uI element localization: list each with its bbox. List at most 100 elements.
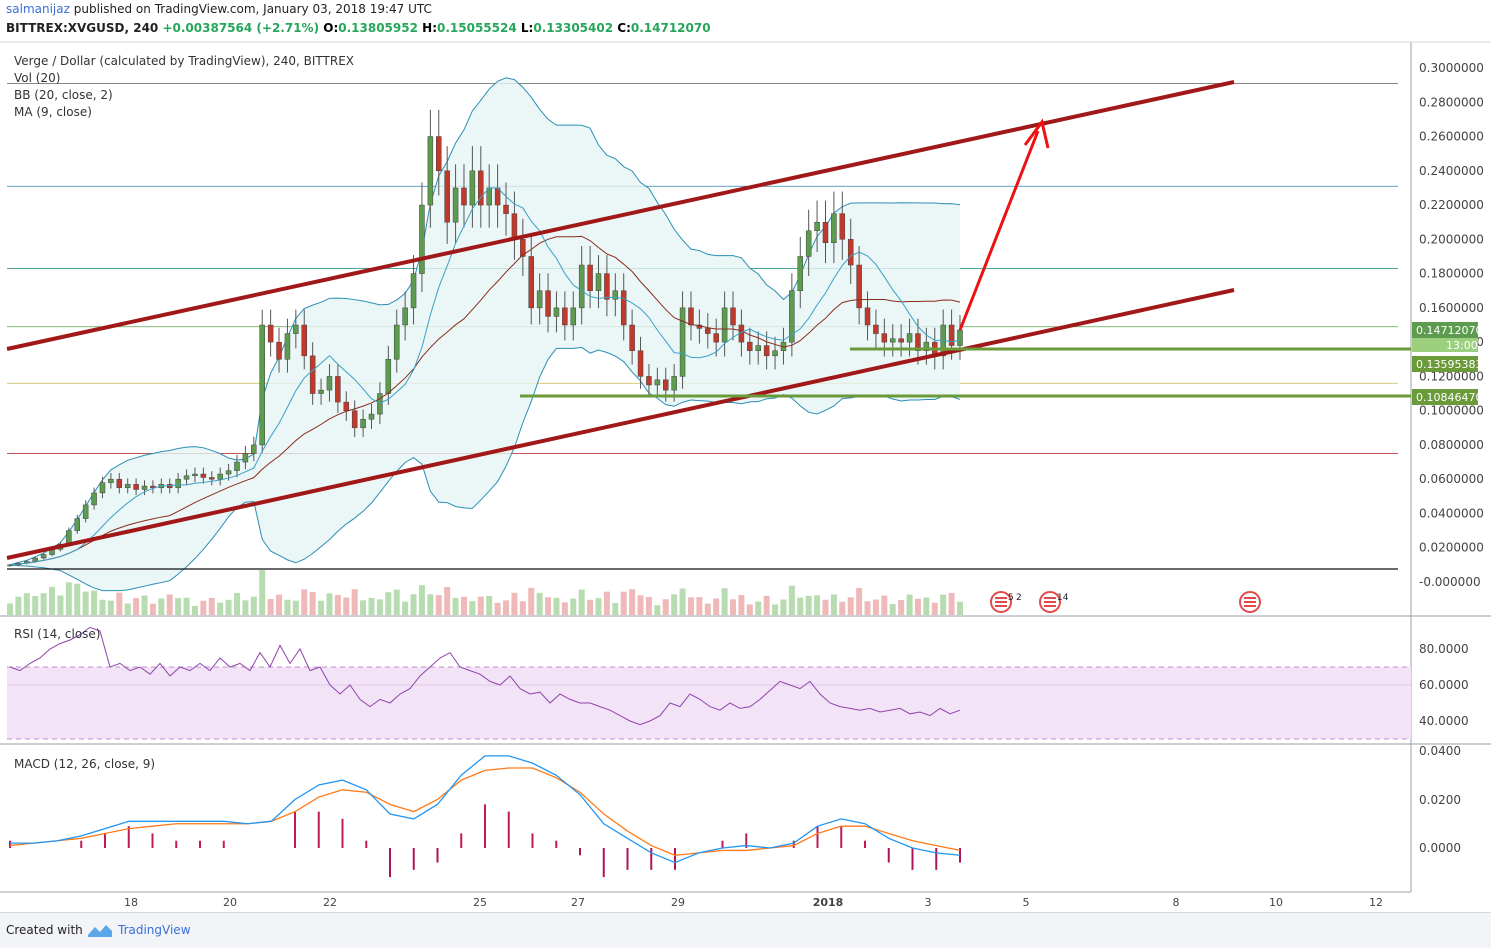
volume-bar xyxy=(124,603,131,615)
volume-bar xyxy=(914,598,921,615)
ma-legend: MA (9, close) xyxy=(14,105,92,119)
volume-bar xyxy=(191,605,198,615)
volume-bar xyxy=(343,597,350,615)
countdown-value: 13:00 xyxy=(1446,339,1478,352)
event-flag-icon[interactable] xyxy=(1239,591,1261,613)
event-flag-icon[interactable] xyxy=(990,591,1012,613)
candle-body xyxy=(881,333,888,343)
volume-bar xyxy=(200,600,207,615)
volume-bar xyxy=(427,594,434,615)
low-label: L: xyxy=(520,21,534,35)
candle-body xyxy=(91,492,97,506)
volume-bar xyxy=(301,589,308,615)
volume-bar xyxy=(57,595,64,615)
volume-bar xyxy=(175,598,182,615)
projection-arrow[interactable] xyxy=(958,130,1040,331)
volume-bar xyxy=(133,598,140,615)
event-count-1: 5 xyxy=(1008,593,1014,603)
candle-body xyxy=(225,470,232,475)
price-chart[interactable]: 5 2 14 Verge / Dollar (calculated by Tra… xyxy=(0,0,1491,912)
macd-signal-line xyxy=(9,767,961,856)
volume-bar xyxy=(116,592,123,615)
volume-bar xyxy=(334,595,341,615)
price-tick: 0.2400000 xyxy=(1419,164,1484,178)
volume-bar xyxy=(528,587,535,615)
volume-bar xyxy=(830,594,837,615)
volume-bar xyxy=(772,604,779,615)
candle-body xyxy=(427,136,434,206)
candle-body xyxy=(419,204,425,274)
support2-tag xyxy=(1412,389,1478,405)
candle-body xyxy=(452,187,459,223)
tradingview-link[interactable]: TradingView xyxy=(118,923,191,937)
chart-title: Verge / Dollar (calculated by TradingVie… xyxy=(14,54,354,68)
volume-bar xyxy=(730,599,737,615)
volume-bar xyxy=(217,602,224,615)
event-count-2: 2 xyxy=(1016,593,1022,603)
volume-bar xyxy=(595,598,602,615)
volume-bar xyxy=(460,596,467,615)
channel-lower-line[interactable] xyxy=(6,288,1235,560)
author-link[interactable]: salmanijaz xyxy=(6,2,70,16)
candle-body xyxy=(612,290,619,300)
candle-body xyxy=(343,401,350,411)
volume-bar xyxy=(755,601,762,615)
candle-body xyxy=(822,221,829,244)
candle-body xyxy=(99,482,106,494)
candle-body xyxy=(192,473,198,477)
rsi-line xyxy=(9,626,961,726)
volume-bar xyxy=(166,594,173,615)
candle-body xyxy=(284,333,291,360)
volume-bar xyxy=(65,582,72,615)
countdown-tag xyxy=(1412,338,1478,352)
volume-bar xyxy=(788,585,795,615)
price-tick: 0.0400000 xyxy=(1419,506,1484,520)
rsi-tick-40: 40.0000 xyxy=(1419,714,1469,728)
macd-tick-0.04: 0.0400 xyxy=(1419,744,1461,758)
volume-bar xyxy=(856,588,863,615)
price-tick: 0.0200000 xyxy=(1419,541,1484,555)
support1-value: 0.13595383 xyxy=(1416,358,1482,371)
candle-body xyxy=(393,324,400,360)
candle-body xyxy=(326,376,333,391)
volume-bar xyxy=(141,595,148,615)
volume-bar xyxy=(435,595,442,615)
volume-bar xyxy=(957,601,963,615)
bollinger-basis-line xyxy=(9,235,961,566)
candle-body xyxy=(637,350,644,377)
candle-body xyxy=(469,170,476,206)
volume-bar xyxy=(49,586,56,615)
volume-bar xyxy=(738,595,745,615)
candle-body xyxy=(889,338,896,343)
volume-bar xyxy=(452,597,459,615)
volume-bar xyxy=(259,570,266,615)
candle-body xyxy=(183,475,190,480)
candle-body xyxy=(595,273,602,291)
candle-body xyxy=(629,324,635,351)
candle-body xyxy=(553,307,560,317)
volume-bar xyxy=(881,595,888,615)
volume-bar xyxy=(233,593,240,615)
time-tick: 25 xyxy=(473,896,487,909)
ohlc-header: BITTREX:XVGUSD, 240 +0.00387564 (+2.71%)… xyxy=(6,21,711,35)
symbol-label: BITTREX:XVGUSD, 240 xyxy=(6,21,159,35)
candle-body xyxy=(377,393,383,415)
candle-body xyxy=(562,307,568,326)
price-tick: -0.000000 xyxy=(1419,575,1481,589)
volume-bar xyxy=(477,596,484,615)
candle-body xyxy=(259,324,265,446)
close-label: C: xyxy=(617,21,631,35)
candle-body xyxy=(957,329,963,346)
tradingview-logo-icon[interactable] xyxy=(86,921,114,939)
channel-upper-line[interactable] xyxy=(6,80,1235,351)
event-flag-icon[interactable] xyxy=(1039,591,1061,613)
time-tick: 5 xyxy=(1023,896,1030,909)
ma9-line xyxy=(9,187,961,566)
volume-bar xyxy=(696,597,703,615)
candle-body xyxy=(461,187,467,206)
candle-body xyxy=(671,376,677,391)
volume-bar xyxy=(654,605,661,615)
candle-body xyxy=(847,239,854,266)
candle-body xyxy=(335,376,341,403)
volume-bar xyxy=(511,592,518,615)
